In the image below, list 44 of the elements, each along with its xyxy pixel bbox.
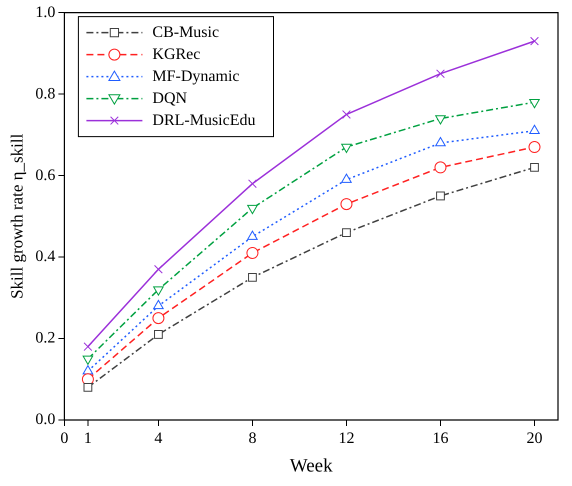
y-tick-label: 0.4: [35, 248, 56, 266]
y-tick-label: 1.0: [35, 4, 56, 21]
point: [434, 161, 446, 174]
point: [341, 144, 352, 154]
point: [342, 228, 351, 237]
y-axis-title: Skill growth rate η_skill: [8, 133, 27, 299]
point: [529, 98, 540, 108]
point: [436, 192, 445, 200]
legend-label: DRL-MusicEdu: [152, 112, 256, 129]
point: [248, 273, 257, 282]
point: [528, 141, 540, 154]
legend-label: CB-Music: [152, 24, 220, 41]
x-tick-label: 16: [432, 430, 448, 447]
point: [246, 246, 258, 259]
point: [342, 110, 351, 119]
y-tick-label: 0.2: [35, 330, 56, 347]
point: [248, 179, 257, 188]
legend-label: MF-Dynamic: [152, 68, 240, 85]
point: [530, 36, 539, 46]
point: [82, 365, 94, 374]
point: [154, 330, 163, 339]
point: [153, 286, 164, 296]
x-tick-label: 4: [154, 430, 162, 447]
point: [435, 115, 446, 125]
legend-label: KGRec: [152, 46, 200, 63]
point: [154, 264, 163, 274]
y-tick-label: 0.0: [35, 411, 56, 428]
point: [530, 163, 539, 172]
point: [436, 69, 445, 78]
point: [152, 312, 164, 324]
y-tick-label: 0.8: [35, 85, 56, 102]
y-tick-label: 0.6: [35, 166, 56, 184]
x-tick-label: 1: [84, 430, 92, 447]
point: [82, 356, 94, 365]
point: [247, 204, 258, 214]
point: [84, 383, 92, 392]
x-tick-label: 8: [248, 430, 256, 447]
x-axis-title: Week: [290, 456, 334, 477]
point: [84, 342, 92, 352]
point: [340, 198, 352, 210]
x-tick-label: 0: [60, 430, 68, 447]
legend-label: DQN: [152, 90, 188, 107]
x-tick-label: 20: [526, 430, 542, 447]
x-tick-label: 12: [338, 430, 354, 447]
